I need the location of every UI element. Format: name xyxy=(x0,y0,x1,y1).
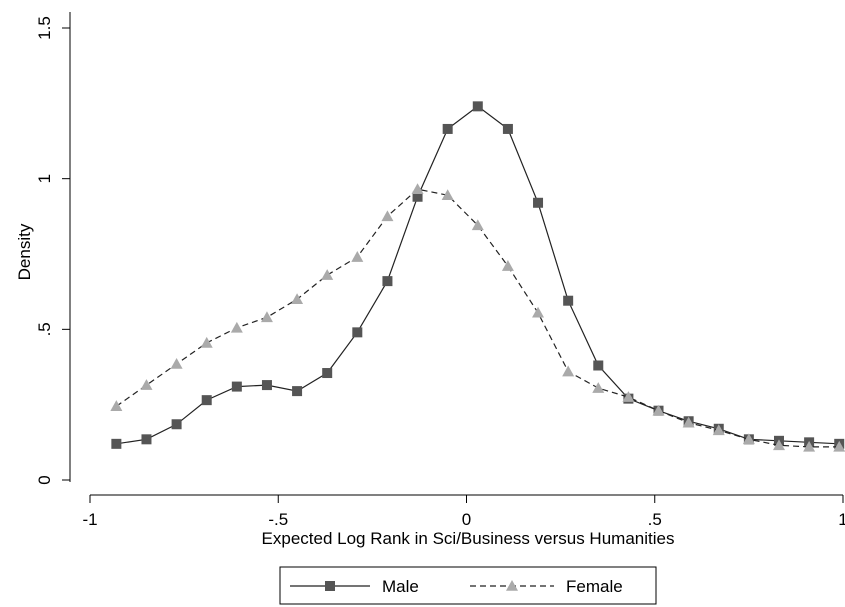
legend-label-female: Female xyxy=(566,577,623,596)
series-female-point xyxy=(622,391,635,402)
y-axis-title: Density xyxy=(15,223,34,280)
series-male-point xyxy=(502,123,513,134)
series-male-point xyxy=(593,360,604,371)
series-male-point xyxy=(533,197,544,208)
series-female-point xyxy=(803,440,816,452)
series-male-point xyxy=(231,381,242,392)
legend: Male Female xyxy=(279,566,657,605)
x-tick-label: 1 xyxy=(838,510,845,529)
plot-area xyxy=(69,12,843,496)
series-female-point xyxy=(532,306,545,318)
series-male-point xyxy=(442,123,453,134)
series-female-point xyxy=(652,404,665,416)
x-axis-ticks: -1 -.5 0 .5 1 xyxy=(82,495,845,529)
series-male-point xyxy=(382,276,393,287)
series-female-point xyxy=(140,379,153,390)
series-male-point xyxy=(111,438,122,449)
series-female-point xyxy=(110,400,123,411)
series-layer xyxy=(110,101,845,452)
x-tick-label: -1 xyxy=(82,510,97,529)
series-female xyxy=(110,183,845,452)
series-female-point xyxy=(742,433,755,445)
series-female-point xyxy=(833,440,845,452)
x-tick-label: -.5 xyxy=(268,510,288,529)
legend-label-male: Male xyxy=(382,577,419,596)
series-male-point xyxy=(412,191,423,202)
series-male-point xyxy=(141,434,152,445)
series-female-point xyxy=(501,260,514,271)
series-male-point xyxy=(292,386,303,397)
series-male-point xyxy=(171,419,182,430)
x-tick-label: .5 xyxy=(648,510,662,529)
series-female-point xyxy=(170,357,183,369)
legend-items xyxy=(290,580,554,591)
series-male-line xyxy=(116,105,840,445)
series-female-point xyxy=(260,311,273,323)
series-female-point xyxy=(321,269,334,280)
series-male-point xyxy=(472,101,483,112)
legend-marker-male xyxy=(325,581,335,591)
series-male xyxy=(111,101,845,449)
y-tick-label: .5 xyxy=(35,322,54,336)
series-male-point xyxy=(322,368,333,379)
series-female-point xyxy=(682,416,695,428)
series-male-point xyxy=(563,295,574,306)
series-female-point xyxy=(562,365,575,377)
series-male-point xyxy=(352,327,363,338)
series-female-point xyxy=(291,293,304,304)
series-female-point xyxy=(772,439,785,451)
y-axis-ticks: 0 .5 1 1.5 xyxy=(35,16,70,485)
series-female-point xyxy=(441,189,454,201)
series-male-point xyxy=(201,395,212,406)
series-female-point xyxy=(230,321,243,333)
series-female-point xyxy=(712,424,725,436)
series-female-point xyxy=(351,251,364,262)
y-tick-label: 1.5 xyxy=(35,16,54,40)
series-female-point xyxy=(471,219,484,231)
x-tick-label: 0 xyxy=(462,510,471,529)
y-tick-label: 1 xyxy=(35,174,54,183)
series-female-point xyxy=(411,183,424,195)
series-male-point xyxy=(261,380,272,391)
series-female-point xyxy=(592,382,605,393)
legend-marker-female xyxy=(506,580,518,591)
series-female-point xyxy=(381,210,394,222)
y-tick-label: 0 xyxy=(35,475,54,484)
x-axis-title: Expected Log Rank in Sci/Business versus… xyxy=(262,529,675,548)
series-female-point xyxy=(200,336,213,348)
